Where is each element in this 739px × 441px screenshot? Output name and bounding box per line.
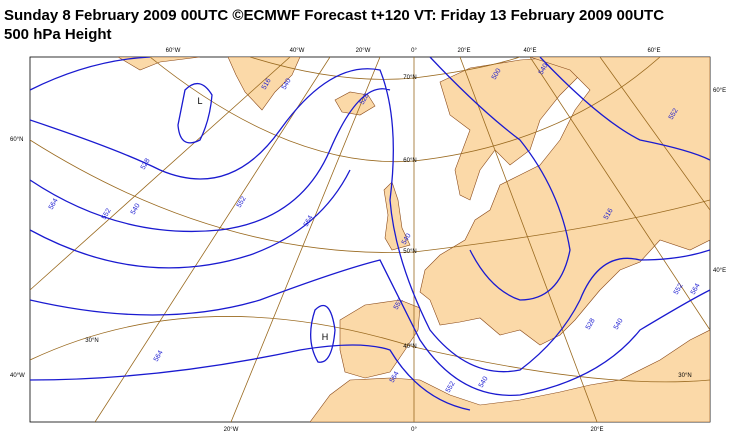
contour-label: 528: [585, 317, 597, 331]
contour-label: 528: [359, 92, 371, 106]
contour-label: 564: [690, 282, 702, 296]
contour-label: 552: [236, 195, 248, 209]
contour-label: 540: [478, 375, 490, 389]
africa: [309, 329, 710, 422]
graticule-label: 40°W: [10, 373, 25, 379]
contour-label: 540: [130, 202, 142, 216]
iceland: [334, 91, 376, 116]
title: Sunday 8 February 2009 00UTC ©ECMWF Fore…: [4, 7, 664, 24]
graticule-label: 20°W: [356, 48, 371, 54]
contour-label: 516: [261, 77, 273, 91]
graticule-label: 20°W: [224, 427, 239, 433]
graticule-label: 40°E: [713, 268, 726, 274]
graticule-label: 50°N: [403, 249, 416, 255]
contour-label: 528: [140, 157, 152, 171]
contour-label: 564: [153, 349, 165, 363]
contour-label: 552: [445, 380, 457, 394]
map: [29, 56, 711, 423]
graticule-label: 30°N: [678, 373, 691, 379]
pressure-center: H: [322, 332, 329, 342]
iberia: [339, 299, 421, 379]
graticule-label: 0°: [411, 48, 417, 54]
contour-label: 552: [668, 107, 680, 121]
graticule-label: 70°N: [403, 75, 416, 81]
graticule-label: 60°N: [10, 137, 23, 143]
graticule-label: 0°: [411, 427, 417, 433]
greenland: [117, 57, 301, 111]
contour-label: 540: [401, 232, 413, 246]
graticule-label: 60°E: [647, 48, 660, 54]
graticule-label: 60°W: [166, 48, 181, 54]
contour-label: 540: [613, 317, 625, 331]
contour-label: 552: [673, 282, 685, 296]
subtitle: 500 hPa Height: [4, 26, 112, 43]
contour-label: 516: [603, 207, 615, 221]
contour-label: 500: [491, 67, 503, 81]
graticule: [30, 57, 710, 422]
contour-label: 564: [389, 370, 401, 384]
graticule-label: 40°E: [523, 48, 536, 54]
contour-label: 540: [281, 77, 293, 91]
graticule-label: 60°N: [403, 158, 416, 164]
europe-asia: [419, 57, 710, 346]
contour-label: 564: [303, 214, 315, 228]
pressure-center: L: [197, 96, 202, 106]
contour-label: 564: [48, 197, 60, 211]
graticule-label: 20°E: [590, 427, 603, 433]
contour-label: 540: [538, 62, 550, 76]
contour-label: 552: [393, 297, 405, 311]
graticule-label: 40°W: [290, 48, 305, 54]
contour-label: 552: [101, 207, 113, 221]
graticule-label: 60°E: [713, 88, 726, 94]
map-content: [30, 57, 710, 422]
graticule-label: 40°N: [403, 344, 416, 350]
contour-line: [30, 57, 710, 411]
graticule-label: 30°N: [85, 338, 98, 344]
graticule-label: 20°E: [457, 48, 470, 54]
